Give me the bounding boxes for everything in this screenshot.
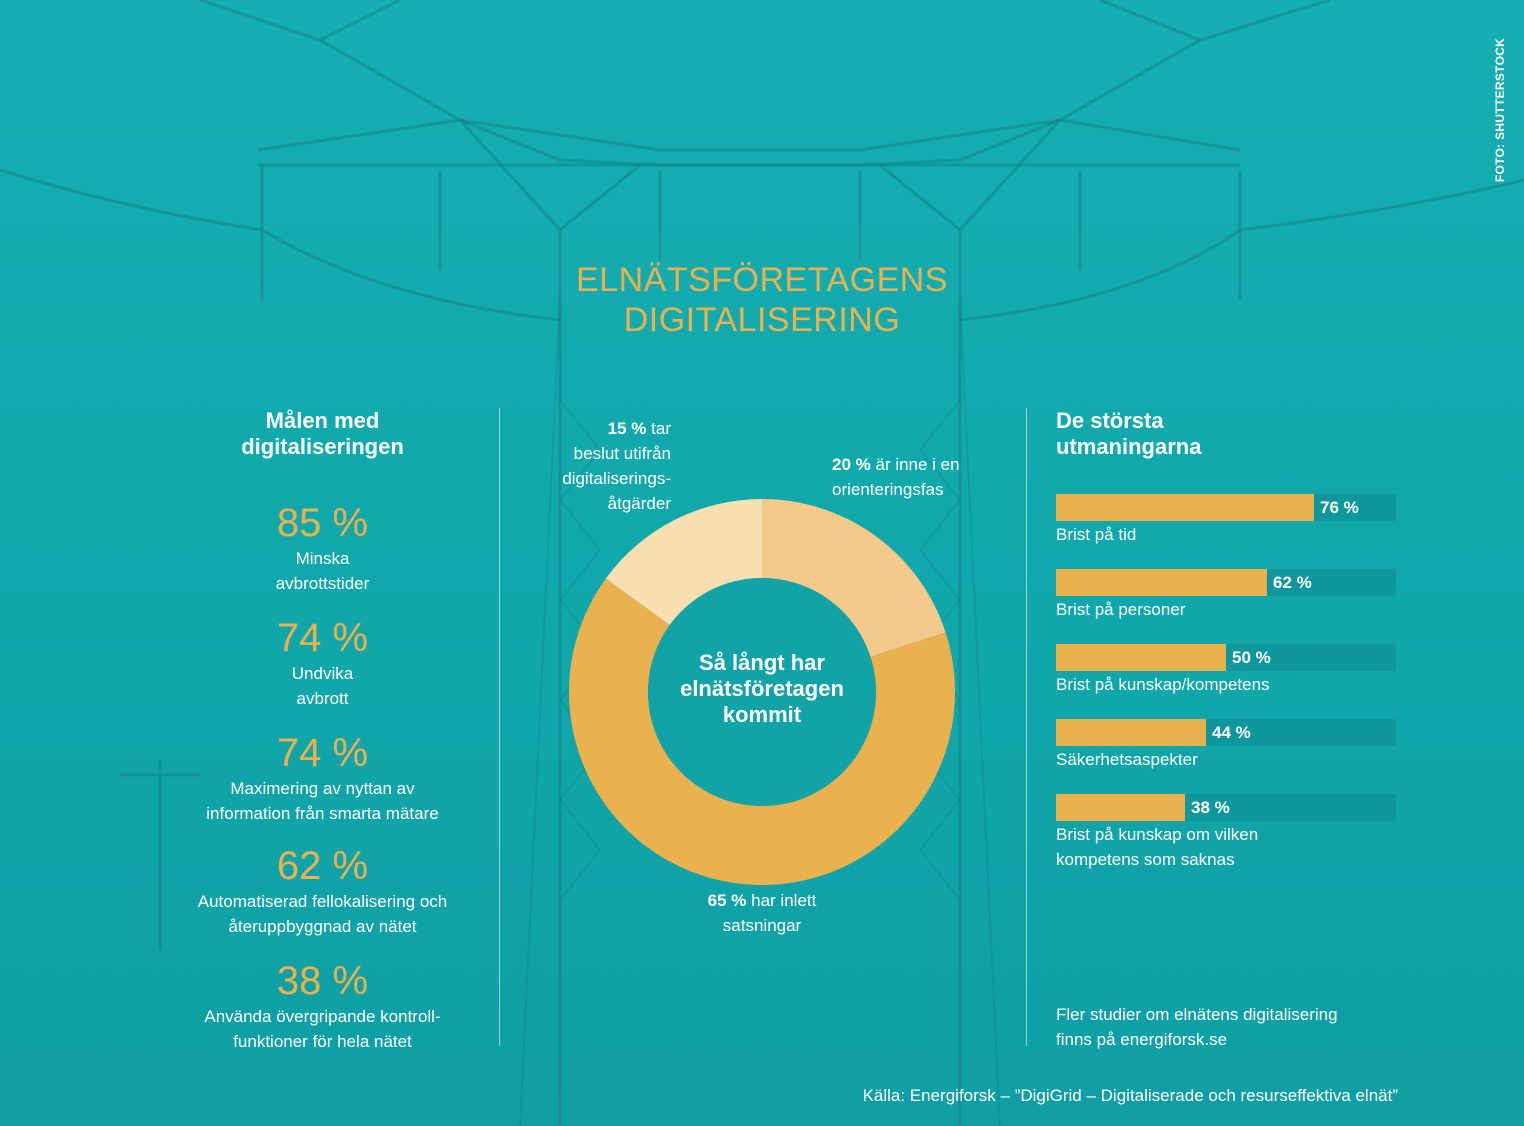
bar-track: 62 %	[1056, 569, 1396, 596]
goal-percent: 74 %	[276, 616, 369, 660]
slice-text: tar	[651, 419, 671, 438]
bar-category-label: Brist på kunskap om vilken kompetens som…	[1056, 825, 1259, 869]
challenges-heading: De största utmaningarna	[1056, 408, 1202, 459]
bar	[1056, 644, 1226, 671]
goal-description: Maximering av nyttan av information från…	[206, 779, 439, 823]
donut-slice	[568, 578, 955, 885]
bar	[1056, 719, 1206, 746]
goal-item: 62 % Automatiserad fellokalisering och å…	[160, 843, 485, 939]
slice-percent: 20 %	[832, 455, 871, 474]
bar-category-label: Brist på tid	[1056, 525, 1137, 544]
donut-slice-label: 20 % är inne i en orienteringsfas	[832, 452, 1032, 502]
goal-percent: 85 %	[276, 501, 369, 545]
page-title: ELNÄTSFÖRETAGENS DIGITALISERING	[462, 260, 1062, 340]
bar-track: 44 %	[1056, 719, 1396, 746]
more-info-text: Fler studier om elnätens digitalisering …	[1056, 1005, 1338, 1049]
goal-percent: 38 %	[276, 959, 369, 1003]
goal-item: 85 % Minska avbrottstider	[160, 500, 485, 596]
goal-description: Automatiserad fellokalisering och återup…	[197, 892, 448, 936]
bar	[1056, 569, 1267, 596]
bar-row: 38 % Brist på kunskap om vilken kompetens…	[1056, 794, 1396, 872]
goal-item: 74 % Undvika avbrott	[160, 615, 485, 711]
goal-item: 38 % Använda övergripande kontroll- funk…	[160, 958, 485, 1054]
bar-row: 50 % Brist på kunskap/kompetens	[1056, 644, 1396, 697]
donut-slice	[762, 499, 946, 657]
bar-row: 76 % Brist på tid	[1056, 494, 1396, 547]
donut-slice-label: 65 % har inlett satsningar	[662, 888, 862, 938]
slice-text: orienteringsfas	[832, 480, 944, 499]
bar-category-label: Brist på kunskap/kompetens	[1056, 675, 1270, 694]
goal-description: Minska avbrottstider	[275, 549, 370, 593]
donut-center-label: Så långt har elnätsföretagen kommit	[680, 650, 844, 727]
photo-credit: FOTO: SHUTTERSTOCK	[1493, 37, 1507, 183]
bar-value-label: 76 %	[1320, 498, 1359, 517]
slice-text: satsningar	[722, 916, 802, 935]
donut-hole	[648, 578, 876, 806]
goal-description: Använda övergripande kontroll- funktione…	[204, 1007, 441, 1051]
bar-track: 50 %	[1056, 644, 1396, 671]
column-divider	[1026, 408, 1027, 1046]
bar-value-label: 38 %	[1191, 798, 1230, 817]
goal-percent: 74 %	[276, 731, 369, 775]
slice-text: har inlett	[751, 891, 817, 910]
donut-slice	[605, 499, 762, 625]
slice-text: beslut utifrån digitaliserings- åtgärder	[562, 444, 671, 513]
bar-track: 38 %	[1056, 794, 1396, 821]
goal-item: 74 % Maximering av nyttan av information…	[160, 730, 485, 826]
bar-track: 76 %	[1056, 494, 1396, 521]
bar-category-label: Säkerhetsaspekter	[1056, 750, 1198, 769]
bar	[1056, 494, 1314, 521]
bar-value-label: 62 %	[1273, 573, 1312, 592]
bar-value-label: 44 %	[1212, 723, 1251, 742]
slice-percent: 15 %	[607, 419, 647, 438]
bar	[1056, 794, 1185, 821]
bar-category-label: Brist på personer	[1056, 600, 1186, 619]
goal-percent: 62 %	[276, 844, 369, 888]
slice-percent: 65 %	[707, 891, 747, 910]
column-divider	[499, 408, 500, 1046]
title-line-2: DIGITALISERING	[623, 301, 901, 339]
bar-row: 44 % Säkerhetsaspekter	[1056, 719, 1396, 772]
source-text: Källa: Energiforsk – ”DigiGrid – Digital…	[862, 1086, 1398, 1105]
donut-chart	[568, 499, 955, 885]
goals-heading: Målen med digitaliseringen	[241, 408, 404, 459]
bar-row: 62 % Brist på personer	[1056, 569, 1396, 622]
title-line-1: ELNÄTSFÖRETAGENS	[576, 261, 948, 299]
donut-slice-label: 15 % tar beslut utifrån digitaliserings-…	[520, 416, 671, 516]
slice-text: är inne i en	[875, 455, 960, 474]
goal-description: Undvika avbrott	[291, 664, 354, 708]
bar-value-label: 50 %	[1232, 648, 1271, 667]
